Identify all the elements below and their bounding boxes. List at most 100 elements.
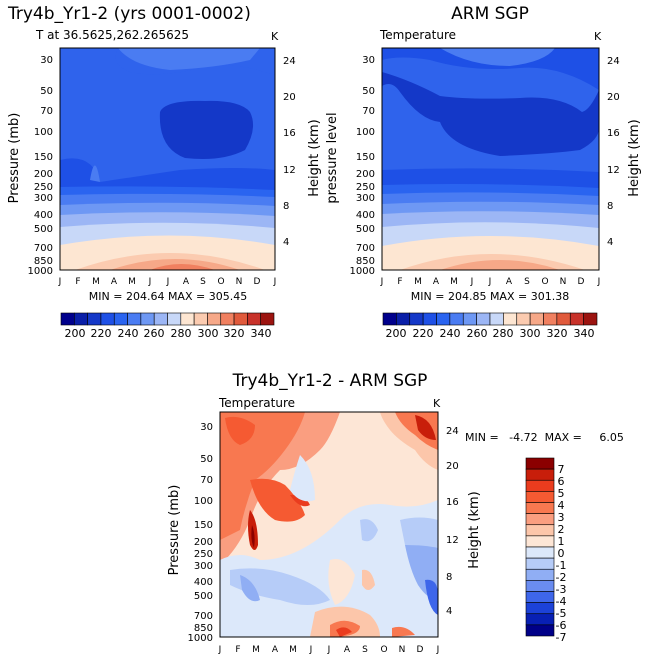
panel-model-subtitle: T at 36.5625,262.265625 xyxy=(35,28,189,42)
colorbar-swatch xyxy=(167,312,182,326)
p-tick: 400 xyxy=(356,210,375,221)
colorbar-swatch xyxy=(140,312,155,326)
colorbar-swatch xyxy=(247,312,261,326)
p-tick: 50 xyxy=(40,86,53,97)
colorbar-swatch xyxy=(525,468,555,481)
colorbar-swatch xyxy=(525,624,555,637)
p-tick: 850 xyxy=(194,623,213,634)
panel-obs-field xyxy=(382,48,599,270)
p-tick: 500 xyxy=(34,224,53,235)
colorbar-swatch xyxy=(525,513,555,526)
colorbar-swatch xyxy=(525,457,555,470)
m-tick: N xyxy=(236,277,243,287)
h-tick: 8 xyxy=(607,201,613,212)
panel-model-ylabel-left: Pressure (mb) xyxy=(7,113,22,204)
colorbar-swatch xyxy=(489,312,504,326)
p-tick: 250 xyxy=(194,549,213,560)
p-tick: 200 xyxy=(34,169,53,180)
panel-model-month-axis: J F M A M J J A S O N D J xyxy=(58,277,277,287)
colorbar-swatch xyxy=(396,312,411,326)
p-tick: 100 xyxy=(356,127,375,138)
m-tick: A xyxy=(272,645,279,655)
h-tick: 16 xyxy=(607,128,620,139)
cbar-label: 280 xyxy=(493,327,514,340)
colorbar-swatch xyxy=(529,312,544,326)
m-tick: M xyxy=(289,645,297,655)
p-tick: 1000 xyxy=(350,266,375,277)
colorbar-swatch xyxy=(516,312,531,326)
cbar-label: 200 xyxy=(386,327,407,340)
p-tick: 300 xyxy=(194,561,213,572)
panel-obs-colorbar xyxy=(382,312,598,326)
h-tick: 12 xyxy=(607,165,620,176)
m-tick: J xyxy=(166,277,170,287)
m-tick: A xyxy=(183,277,190,287)
p-tick: 850 xyxy=(34,256,53,267)
panel-diff-right-axis: 24 20 16 12 8 4 Height (km) xyxy=(446,426,482,617)
panel-diff-subtitle: Temperature xyxy=(218,396,295,410)
panel-diff-frame xyxy=(219,411,439,638)
colorbar-swatch xyxy=(422,312,437,326)
p-tick: 30 xyxy=(40,55,53,66)
colorbar-swatch xyxy=(87,312,102,326)
colorbar-swatch xyxy=(233,312,248,326)
panel-obs-ylabel-left: pressure level xyxy=(325,112,340,203)
panel-obs-left-axis: 30 50 70 100 150 200 250 300 400 500 700… xyxy=(325,55,375,277)
colorbar-swatch xyxy=(260,312,275,326)
colorbar-swatch xyxy=(503,312,518,326)
p-tick: 250 xyxy=(356,182,375,193)
p-tick: 200 xyxy=(194,537,213,548)
panel-obs-subtitle: Temperature xyxy=(379,28,456,42)
m-tick: A xyxy=(111,277,118,287)
cbar-label: -5 xyxy=(556,607,567,620)
p-tick: 700 xyxy=(194,611,213,622)
panel-model: Try4b_Yr1-2 (yrs 0001-0002) T at 36.5625… xyxy=(7,4,322,340)
p-tick: 150 xyxy=(356,152,375,163)
panel-obs-month-axis: J F M A M J J A S O N D J xyxy=(380,277,601,287)
cbar-label: -6 xyxy=(556,619,567,632)
panel-diff-stats: MIN = -4.72 MAX = 6.05 xyxy=(465,431,624,444)
m-tick: J xyxy=(273,277,277,287)
colorbar-swatch xyxy=(180,312,195,326)
p-tick: 300 xyxy=(34,193,53,204)
colorbar-swatch xyxy=(525,535,555,548)
panel-diff-colorbar xyxy=(525,457,555,637)
colorbar-swatch xyxy=(193,312,208,326)
p-tick: 200 xyxy=(356,169,375,180)
colorbar-swatch xyxy=(449,312,464,326)
colorbar-swatch xyxy=(525,491,555,503)
cbar-label: 300 xyxy=(198,327,219,340)
m-tick: M xyxy=(252,645,260,655)
colorbar-swatch xyxy=(207,312,222,326)
colorbar-swatch xyxy=(543,312,558,326)
h-tick: 16 xyxy=(446,497,459,508)
colorbar-swatch xyxy=(220,312,235,326)
cbar-label: 340 xyxy=(251,327,272,340)
p-tick: 50 xyxy=(200,454,213,465)
panel-diff-ylabel-right: Height (km) xyxy=(467,491,482,568)
colorbar-swatch xyxy=(583,312,598,326)
panel-model-ylabel-right: Height (km) xyxy=(307,119,322,196)
p-tick: 300 xyxy=(356,193,375,204)
colorbar-swatch xyxy=(525,479,555,492)
m-tick: O xyxy=(380,645,387,655)
h-tick: 16 xyxy=(283,128,296,139)
panel-diff-colorbar-labels: 7 6 5 4 3 2 1 0 -1 -2 -3 -4 -5 -6 -7 xyxy=(556,463,567,644)
panel-model-field xyxy=(60,48,275,270)
p-tick: 150 xyxy=(194,520,213,531)
h-tick: 4 xyxy=(607,237,613,248)
panel-obs-frame xyxy=(381,47,600,271)
colorbar-swatch xyxy=(525,546,555,559)
m-tick: F xyxy=(397,277,402,287)
h-tick: 4 xyxy=(283,237,289,248)
m-tick: F xyxy=(75,277,80,287)
panel-obs-title: ARM SGP xyxy=(451,4,529,24)
panel-obs-stats: MIN = 204.85 MAX = 301.38 xyxy=(411,290,569,303)
cbar-label: 200 xyxy=(65,327,86,340)
p-tick: 100 xyxy=(34,127,53,138)
panel-model-units: K xyxy=(271,30,279,43)
cbar-label: 260 xyxy=(144,327,165,340)
colorbar-swatch xyxy=(525,613,555,626)
colorbar-swatch xyxy=(74,312,88,326)
